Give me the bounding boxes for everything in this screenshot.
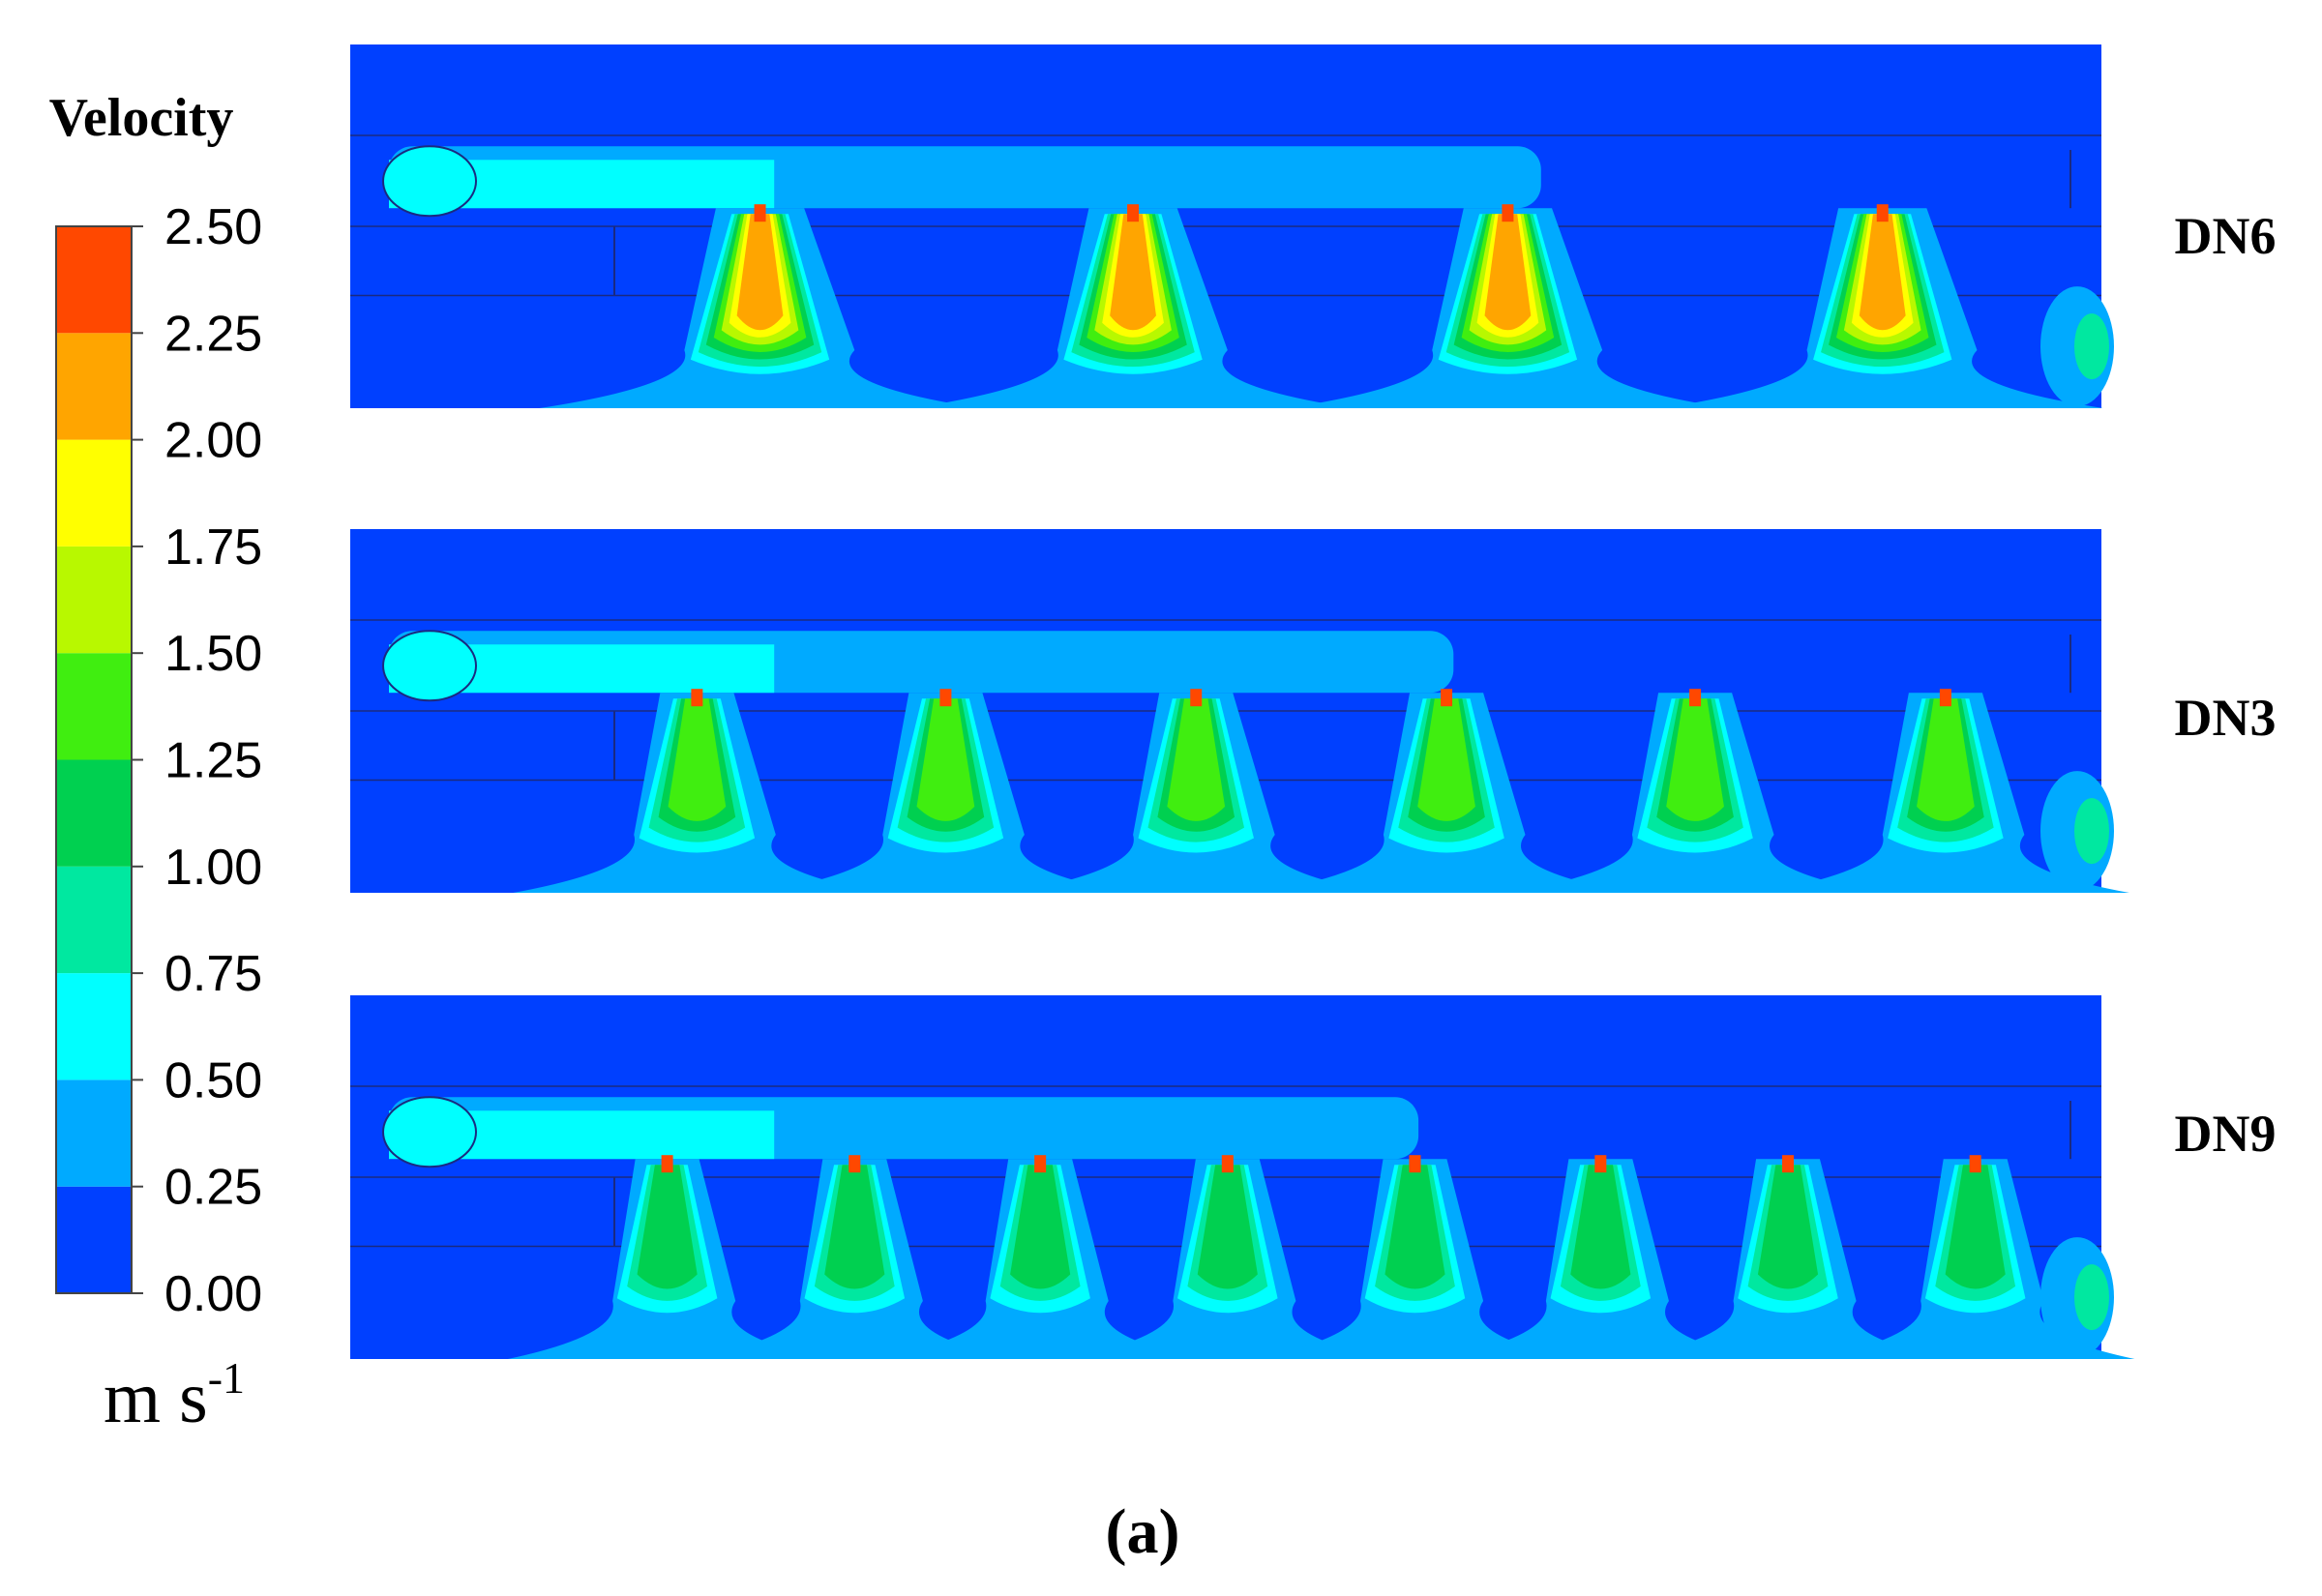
nozzle-hot [1689,689,1702,707]
colorbar-tick-label: 0.25 [164,1160,262,1216]
nozzle-hot [1782,1155,1795,1173]
jet-contour [1484,214,1532,331]
contour-panel [350,44,2114,408]
inlet [382,1096,477,1168]
nozzle-hot [848,1155,861,1173]
colorbar-title: Velocity [49,88,234,148]
contour-panel [350,529,2129,893]
outlet-core [2074,1264,2109,1331]
colorbar-tick-label: 1.25 [164,733,262,789]
unit-superscript: -1 [208,1353,245,1403]
nozzle-hot [691,689,703,707]
jet-contour [1917,698,1975,821]
nozzle-hot [1502,204,1514,222]
colorbar-tick-label: 0.75 [164,946,262,1002]
colorbar-tick-label: 1.75 [164,519,262,576]
colorbar-band [56,866,132,974]
colorbar-band [56,759,132,867]
nozzle-hot [1876,204,1889,222]
outlet-core [2074,313,2109,380]
jet-contour [916,698,975,821]
colorbar-band [56,653,132,760]
nozzle-hot [1594,1155,1607,1173]
jet-contour [637,1165,698,1289]
nozzle-hot [939,689,952,707]
nozzle-hot [1127,204,1140,222]
colorbar-band [56,546,132,654]
nozzle-hot [661,1155,673,1173]
nozzle-hot [1441,689,1453,707]
inlet [382,630,477,702]
colorbar-tick-label: 2.50 [164,199,262,255]
nozzle-hot [1221,1155,1234,1173]
jet-contour [668,698,727,821]
panel-label: DN9 [2175,1105,2277,1163]
jet-contour [1757,1165,1819,1289]
jet-contour [736,214,784,331]
jet-contour [1666,698,1724,821]
nozzle-hot [1034,1155,1047,1173]
jet-contour [1417,698,1475,821]
jet-contour [1859,214,1906,331]
panel-label: DN3 [2175,689,2277,747]
colorbar-tick-label: 1.50 [164,626,262,682]
jet-contour [1010,1165,1071,1289]
jet-contour [1197,1165,1258,1289]
nozzle-hot [1190,689,1203,707]
nozzle-hot [754,204,766,222]
colorbar-band [56,1079,132,1187]
colorbar-unit: m s-1 [104,1353,245,1438]
jet-contour [1945,1165,2006,1289]
jet-contour [1167,698,1226,821]
inlet [382,145,477,218]
jet-contour [1110,214,1156,331]
caption: (a) [1106,1496,1180,1567]
colorbar-band [56,226,132,334]
colorbar-tick-label: 0.00 [164,1266,262,1322]
colorbar-tick-label: 2.00 [164,413,262,469]
jet-contour [824,1165,885,1289]
jet-contour [1570,1165,1631,1289]
colorbar-band [56,973,132,1080]
jet-contour [1384,1165,1445,1289]
colorbar-band [56,333,132,440]
colorbar-band [56,439,132,547]
colorbar-tick-label: 2.25 [164,306,262,362]
colorbar-tick-label: 1.00 [164,840,262,896]
contour-panel [350,995,2135,1359]
unit: m s [104,1357,208,1438]
nozzle-hot [1969,1155,1981,1173]
colorbar-band [56,1186,132,1293]
nozzle-hot [1409,1155,1421,1173]
outlet-core [2074,798,2109,865]
colorbar-tick-label: 0.50 [164,1052,262,1108]
nozzle-hot [1939,689,1951,707]
panel-label: DN6 [2175,207,2277,265]
